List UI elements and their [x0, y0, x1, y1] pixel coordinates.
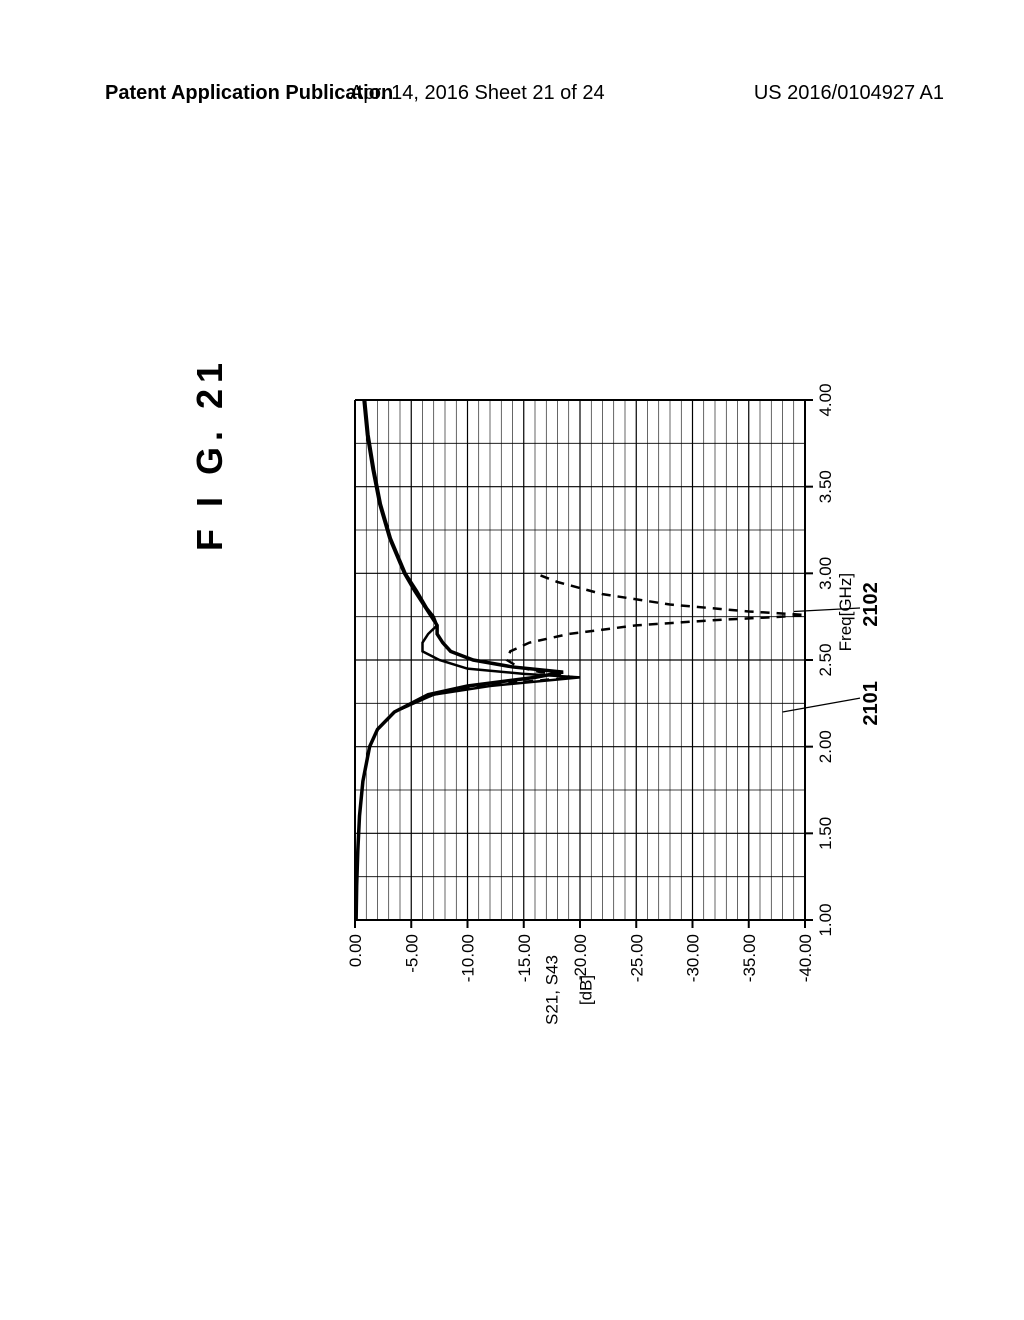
- svg-text:-35.00: -35.00: [740, 934, 759, 982]
- svg-text:2102: 2102: [860, 582, 882, 627]
- svg-text:2101: 2101: [860, 681, 882, 726]
- svg-text:Freq[GHz]: Freq[GHz]: [836, 573, 855, 651]
- svg-text:-25.00: -25.00: [627, 934, 646, 982]
- svg-text:-40.00: -40.00: [796, 934, 815, 982]
- svg-text:-15.00: -15.00: [515, 934, 534, 982]
- svg-text:1.50: 1.50: [816, 817, 835, 850]
- svg-text:2.50: 2.50: [816, 643, 835, 676]
- header-publication-number: US 2016/0104927 A1: [754, 82, 944, 105]
- svg-text:3.50: 3.50: [816, 470, 835, 503]
- svg-text:-5.00: -5.00: [402, 934, 421, 973]
- svg-text:-10.00: -10.00: [459, 934, 478, 982]
- header-date-sheet: Apr. 14, 2016 Sheet 21 of 24: [350, 82, 605, 105]
- svg-text:-30.00: -30.00: [684, 934, 703, 982]
- figure-area: F I G. 21 1.001.502.002.503.003.504.00Fr…: [0, 160, 1024, 1160]
- svg-text:0.00: 0.00: [346, 934, 365, 967]
- svg-text:3.00: 3.00: [816, 557, 835, 590]
- svg-text:[dB]: [dB]: [576, 975, 595, 1005]
- svg-text:4.00: 4.00: [816, 383, 835, 416]
- svg-text:1.00: 1.00: [816, 903, 835, 936]
- svg-text:2.00: 2.00: [816, 730, 835, 763]
- s-parameter-chart: 1.00 1.50 2.00 2.50 3.00 3.50 4.00 Freq[GHz] 0.0…: [0, 160, 1024, 1160]
- svg-text:S21, S43: S21, S43: [543, 955, 562, 1025]
